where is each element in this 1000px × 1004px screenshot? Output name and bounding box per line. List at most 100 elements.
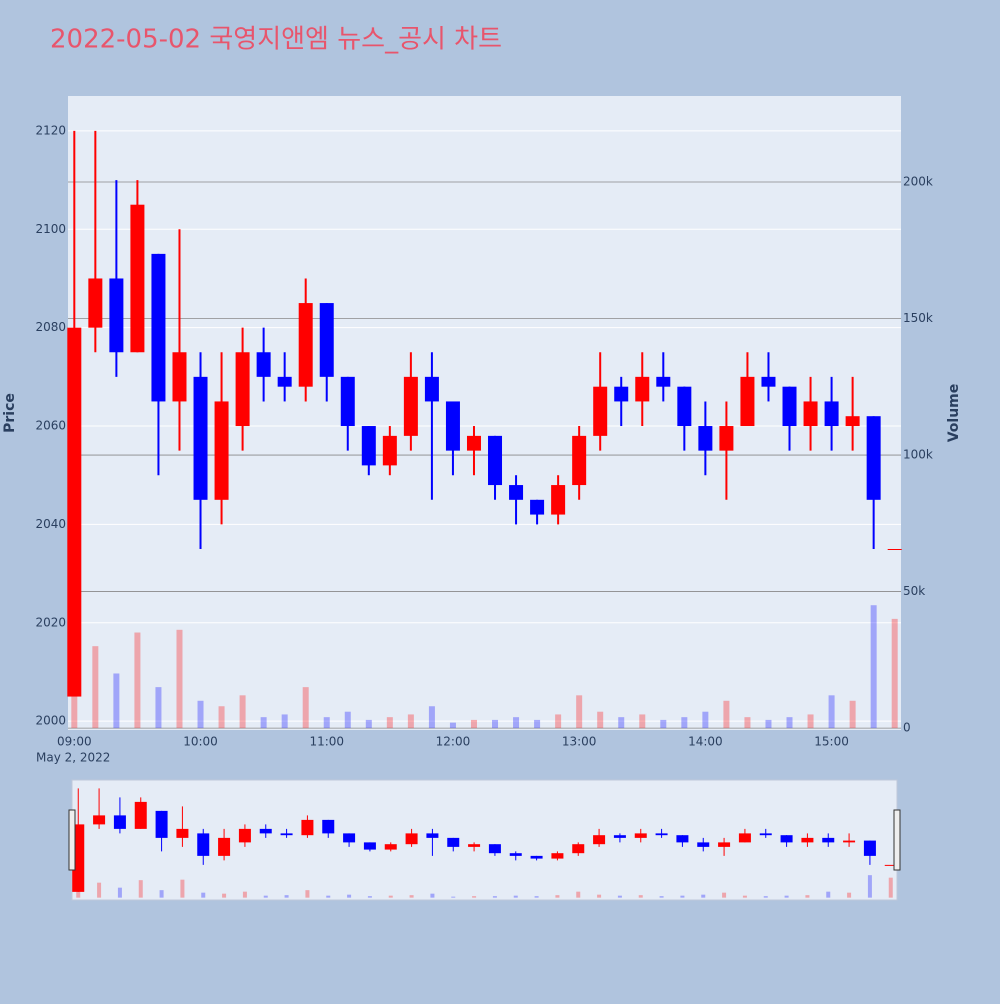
slider-volume-bar (472, 896, 477, 898)
candle-body (67, 327, 82, 697)
y2-tick-label: 0 (903, 721, 911, 735)
volume-bar (492, 719, 499, 729)
slider-candle-body (593, 835, 606, 845)
slider-candle-body (822, 837, 835, 843)
candle-body (719, 426, 734, 451)
candle-body (130, 204, 145, 353)
x-tick-label: 15:00 (814, 735, 849, 749)
candle-body (551, 485, 566, 515)
slider-volume-bar (388, 895, 393, 898)
candle-body (782, 386, 797, 427)
candle-body (761, 376, 776, 387)
plot-area (68, 96, 901, 730)
slider-volume-bar (367, 896, 372, 898)
slider-candle-body (405, 833, 418, 845)
slider-candle-body (113, 815, 126, 829)
y2-axis-title: Volume (946, 384, 962, 443)
y-tick-label: 2060 (35, 419, 66, 433)
candle-body (151, 253, 166, 402)
volume-bar (681, 717, 688, 729)
candle-body (319, 303, 334, 377)
slider-handle[interactable] (893, 809, 901, 871)
candle-body (656, 376, 671, 387)
candle-body (488, 435, 503, 486)
slider-candle-body (468, 844, 481, 847)
slider-volume-bar (97, 882, 102, 898)
slider-volume-bar (284, 895, 289, 898)
volume-bar (891, 618, 898, 729)
volume-bar (428, 706, 435, 729)
volume-bar (513, 717, 520, 729)
slider-volume-bar (847, 892, 852, 898)
volume-bar (597, 711, 604, 729)
slider-volume-bar (555, 895, 560, 898)
volume-bar (744, 717, 751, 729)
candle-body (824, 401, 839, 427)
slider-candle-body (551, 853, 564, 859)
slider-volume-bar (784, 895, 789, 898)
candle-body (172, 352, 187, 402)
slider-volume-bar (742, 895, 747, 898)
candle-body (88, 278, 103, 328)
volume-bar (218, 706, 225, 729)
candle-body (361, 426, 376, 466)
volume-bar (407, 714, 414, 729)
slider-volume-bar (430, 893, 435, 898)
candle-body (109, 278, 124, 353)
candle-body (277, 376, 292, 387)
candle-body (698, 426, 713, 451)
slider-candle-body (738, 833, 751, 843)
slider-candle-body (780, 835, 793, 843)
chart-title: 2022-05-02 국영지앤엠 뉴스_공시 차트 (50, 25, 502, 55)
slider-candle-body (363, 842, 376, 850)
slider-candle-body (843, 840, 856, 843)
volume-bar (197, 700, 204, 729)
slider-candle-body (238, 828, 251, 843)
candle-body (887, 548, 902, 550)
candle-body (403, 376, 418, 436)
volume-bar (618, 717, 625, 729)
volume-bar (555, 714, 562, 729)
x-tick-label: 14:00 (688, 735, 723, 749)
y2-tick-label: 200k (903, 175, 933, 189)
candle-body (845, 416, 860, 427)
slider-candle-body (155, 810, 168, 838)
slider-volume-bar (805, 895, 810, 898)
slider-volume-bar (513, 895, 518, 898)
slider-candle-body (884, 864, 897, 866)
volume-bar (176, 629, 183, 729)
candle-body (593, 386, 608, 436)
volume-bar (702, 711, 709, 729)
y-axis-title: Price (2, 393, 18, 433)
slider-candle-body (613, 835, 626, 838)
volume-bar (723, 700, 730, 729)
slider-candle-body (93, 815, 106, 825)
slider-volume-bar (326, 895, 331, 898)
candle-body (614, 386, 629, 402)
y2-tick-label: 150k (903, 311, 933, 325)
slider-volume-bar (617, 895, 622, 898)
slider-volume-bar (159, 890, 164, 898)
candle-body (214, 401, 229, 500)
range-slider[interactable] (71, 779, 898, 901)
slider-candle-body (343, 833, 356, 843)
volume-bar (239, 695, 246, 729)
x-tick-label: 12:00 (436, 735, 471, 749)
volume-bar (828, 695, 835, 729)
y-tick-label: 2000 (35, 714, 66, 728)
slider-volume-bar (222, 893, 227, 898)
slider-handle[interactable] (68, 809, 76, 871)
candle-body (635, 376, 650, 402)
volume-bar (281, 714, 288, 729)
candle-body (445, 401, 460, 451)
volume-bar (660, 719, 667, 729)
candle-body (740, 376, 755, 427)
slider-volume-bar (451, 896, 456, 898)
volume-bar (449, 722, 456, 729)
slider-volume-bar (138, 880, 143, 898)
slider-candle-body (280, 833, 293, 836)
slider-volume-bar (888, 877, 893, 898)
candle-body (509, 485, 524, 500)
volume-bar (323, 717, 330, 729)
